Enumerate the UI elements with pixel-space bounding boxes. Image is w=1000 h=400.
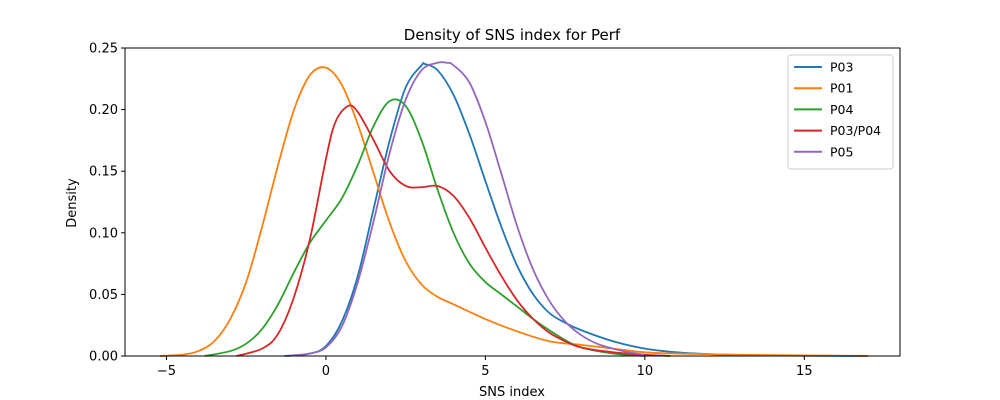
y-tick-label: 0.10 xyxy=(89,226,118,241)
legend-label: P01 xyxy=(830,81,853,96)
series-line-p01 xyxy=(160,66,869,357)
x-axis-ticks: −5 0 5 10 15 xyxy=(157,356,813,379)
y-axis-ticks: 0.00 0.05 0.10 0.15 0.20 0.25 xyxy=(89,42,125,365)
x-tick-label: 15 xyxy=(796,364,813,379)
x-tick-label: 10 xyxy=(637,364,654,379)
legend-label: P05 xyxy=(830,144,853,159)
plot-area xyxy=(124,47,901,357)
legend-box xyxy=(787,54,894,170)
y-tick-label: 0.20 xyxy=(89,103,118,118)
legend: P03 P01 P04 P03/P04 P05 xyxy=(787,54,894,170)
y-tick-label: 0.05 xyxy=(89,288,118,303)
chart-title: Density of SNS index for Perf xyxy=(404,26,621,44)
series-line-p03-p04 xyxy=(236,104,671,357)
series-line-p04 xyxy=(204,98,645,357)
y-tick-label: 0.00 xyxy=(89,350,118,365)
x-tick-label: 0 xyxy=(322,364,330,379)
y-tick-label: 0.15 xyxy=(89,165,118,180)
legend-label: P03 xyxy=(830,60,853,75)
series-line-p05 xyxy=(287,61,645,357)
x-tick-label: −5 xyxy=(157,364,176,379)
y-axis-label: Density xyxy=(65,178,80,228)
legend-label: P03/P04 xyxy=(830,123,881,138)
x-tick-label: 5 xyxy=(481,364,489,379)
x-axis-label: SNS index xyxy=(479,385,545,400)
plot-frame xyxy=(124,47,901,357)
legend-label: P04 xyxy=(830,102,853,117)
y-tick-label: 0.25 xyxy=(89,42,118,57)
series-line-p03 xyxy=(284,61,869,357)
